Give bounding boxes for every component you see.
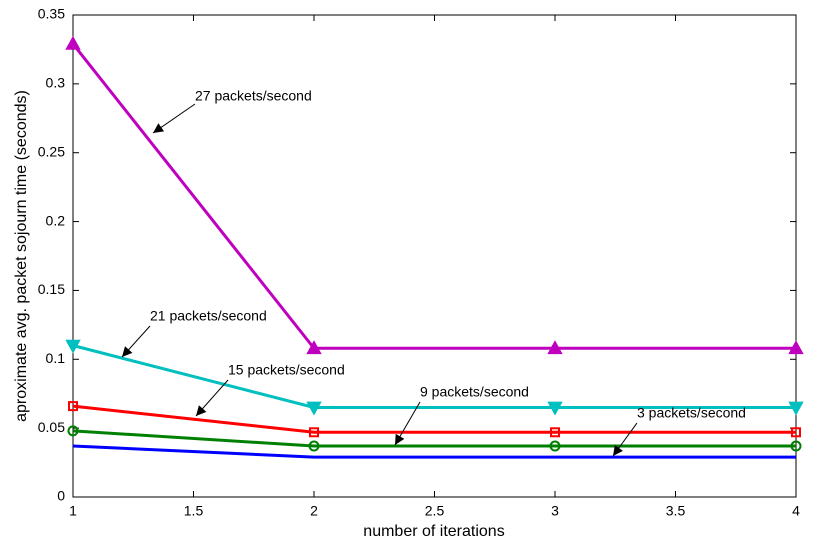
line (72, 344, 796, 409)
plot-frame (72, 14, 797, 498)
marker (65, 35, 81, 50)
line (72, 444, 796, 459)
annotation: 15 packets/second (228, 362, 345, 378)
annotation: 21 packets/second (150, 308, 267, 324)
marker (308, 440, 320, 452)
x-tick-label: 1.5 (184, 503, 204, 519)
x-tick-label: 4 (792, 503, 800, 519)
y-axis-label: aproximate avg. packet sojourn time (sec… (13, 90, 30, 422)
annotation-arrow (195, 379, 229, 417)
marker (309, 427, 319, 438)
marker (65, 339, 81, 354)
y-tick-label: 0.1 (46, 350, 66, 366)
y-tick-label: 0.3 (46, 75, 66, 91)
marker (68, 401, 78, 412)
marker (550, 427, 560, 438)
annotation-arrow (152, 103, 196, 134)
marker (788, 401, 804, 416)
annotation-arrow (394, 401, 421, 446)
annotation-arrow (121, 325, 151, 358)
y-tick-label: 0.05 (38, 419, 65, 435)
marker (549, 440, 561, 452)
line (72, 404, 796, 434)
x-tick-label: 3.5 (666, 503, 686, 519)
marker (791, 427, 801, 438)
marker (547, 340, 563, 355)
line (71, 42, 796, 350)
marker (788, 340, 804, 355)
annotation: 27 packets/second (195, 88, 312, 104)
annotation-arrow (612, 422, 638, 457)
y-tick-label: 0.2 (46, 212, 66, 228)
y-tick-label: 0.15 (38, 281, 65, 297)
y-tick-label: 0 (57, 488, 65, 504)
x-tick-label: 3 (551, 503, 559, 519)
x-tick-label: 2.5 (425, 503, 445, 519)
y-tick-label: 0.35 (38, 6, 65, 22)
marker (306, 340, 322, 355)
line (72, 429, 796, 448)
annotation: 3 packets/second (637, 405, 746, 421)
marker (67, 425, 79, 437)
marker (306, 401, 322, 416)
x-axis-label: number of iterations (363, 523, 504, 540)
x-tick-label: 2 (310, 503, 318, 519)
y-tick-label: 0.25 (38, 143, 65, 159)
marker (547, 401, 563, 416)
annotation: 9 packets/second (420, 384, 529, 400)
marker (790, 440, 802, 452)
x-tick-label: 1 (69, 503, 77, 519)
